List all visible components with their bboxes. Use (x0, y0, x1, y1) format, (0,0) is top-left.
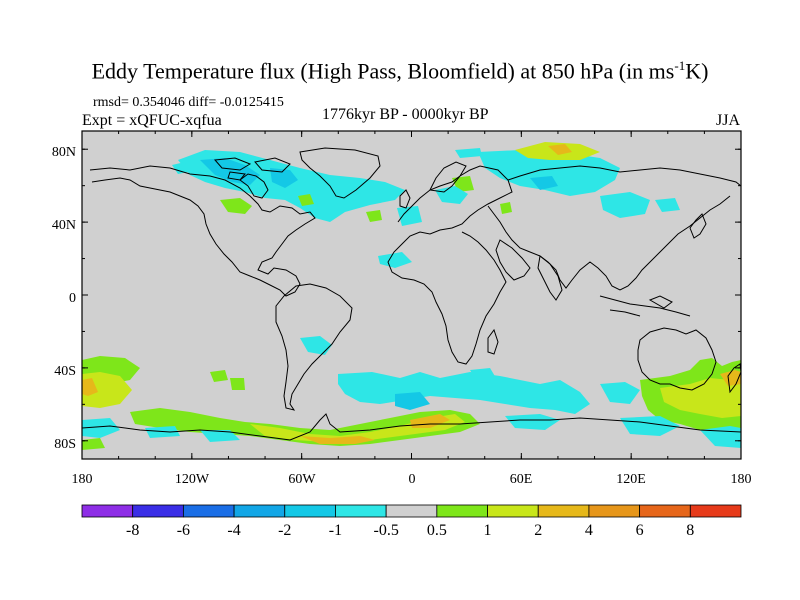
anomaly-patch (620, 416, 680, 436)
colorbar-label: 0.5 (427, 522, 447, 539)
colorbar-swatch (182, 504, 235, 518)
colorbar-label: -8 (126, 522, 139, 539)
anomaly-patch (210, 370, 228, 382)
anomaly-patch (505, 414, 560, 430)
coastline-asia (487, 165, 741, 291)
coastline-japan (689, 213, 707, 239)
period-label: 1776kyr BP - 0000kyr BP (322, 106, 489, 123)
coastline-scandinavia (429, 161, 467, 193)
coastline-south-america (275, 283, 353, 411)
colorbar-swatch (588, 504, 641, 518)
colorbar-swatch (689, 504, 742, 518)
coastline-india (537, 255, 563, 301)
colorbar-swatch (487, 504, 539, 518)
anomaly-patch (300, 436, 375, 444)
anomaly-patch (230, 378, 245, 390)
colorbar-swatch (132, 504, 184, 518)
colorbar-label: -1 (329, 522, 342, 539)
y-tick-label: 40S (54, 364, 76, 379)
anomaly-patch (220, 198, 252, 214)
anomaly-field (82, 142, 741, 450)
colorbar-label: 8 (686, 522, 694, 539)
anomaly-patch (200, 430, 240, 442)
anomaly-patch (720, 370, 741, 386)
coastline-antarctica (82, 413, 741, 441)
colorbar-swatch (81, 504, 134, 518)
colorbar-swatch (436, 504, 488, 518)
anomaly-patch (548, 144, 572, 155)
y-tick-label: 80N (52, 145, 76, 160)
x-tick-label: 60E (510, 472, 533, 487)
coastline-arctic-islands (213, 157, 291, 181)
x-tick-label: 60W (288, 472, 316, 487)
anomaly-patch (338, 372, 590, 414)
colorbar-label: -2 (278, 522, 291, 539)
colorbar-label: -0.5 (373, 522, 398, 539)
anomaly-patch (395, 392, 430, 410)
season-label: JJA (716, 112, 741, 129)
tick-marks (81, 131, 742, 459)
anomaly-patch (600, 192, 650, 218)
anomaly-patch (455, 148, 482, 158)
colorbar-swatch (233, 504, 286, 518)
x-tick-label: 120E (616, 472, 646, 487)
anomaly-patch (397, 206, 422, 226)
colorbar-swatch (385, 504, 438, 518)
anomaly-patch (600, 382, 640, 404)
chart-title: Eddy Temperature flux (High Pass, Bloomf… (91, 58, 709, 84)
coastline-new-zealand (727, 363, 741, 394)
x-tick-label: 180 (72, 472, 93, 487)
coastline-arabia (495, 239, 531, 281)
colorbar-swatch (639, 504, 691, 518)
colorbar-label: 6 (636, 522, 644, 539)
anomaly-patch (270, 168, 298, 188)
map-background (82, 131, 741, 459)
coastlines (82, 147, 741, 441)
anomaly-patch (470, 368, 496, 380)
anomaly-patch (172, 162, 188, 174)
coastline-greenland (299, 147, 381, 199)
colorbar-label: -6 (177, 522, 190, 539)
y-axis-labels: 80N 40N 0 40S 80S (52, 145, 76, 452)
anomaly-patch (655, 198, 680, 212)
anomaly-patch (82, 372, 132, 408)
colorbar-swatch (537, 504, 590, 518)
rmsd-diff-stats: rmsd= 0.354046 diff= -0.0125415 (93, 95, 284, 110)
anomaly-patch (500, 202, 512, 214)
colorbar-label: 1 (484, 522, 492, 539)
coastline-uk (399, 189, 411, 209)
colorbar-swatch (284, 504, 336, 518)
experiment-label: Expt = xQFUC-xqfua (82, 112, 222, 129)
anomaly-patch (300, 336, 332, 355)
anomaly-patch (82, 378, 98, 396)
coastline-madagascar (487, 328, 499, 355)
anomaly-patch (298, 194, 314, 206)
x-tick-label: 120W (175, 472, 210, 487)
y-tick-label: 80S (54, 437, 76, 452)
x-axis-labels: 180 120W 60W 0 60E 120E 180 (72, 472, 752, 487)
colorbar-swatch (335, 504, 387, 518)
coastline-north-america (89, 165, 316, 297)
anomaly-patch (530, 176, 558, 190)
colorbar-label: -4 (227, 522, 240, 539)
colorbar-label: 4 (585, 522, 593, 539)
anomaly-patch (478, 150, 620, 196)
y-tick-label: 0 (69, 291, 76, 306)
x-tick-label: 0 (409, 472, 416, 487)
anomaly-patch (82, 418, 120, 438)
coastline-hudson-bay (239, 173, 269, 199)
coastline-indonesia (599, 295, 691, 317)
anomaly-patch (435, 186, 468, 204)
anomaly-patch (378, 252, 412, 268)
y-tick-label: 40N (52, 218, 76, 233)
anomaly-patch (366, 210, 382, 222)
colorbar-label: 2 (534, 522, 542, 539)
coastline-europe-africa (387, 165, 513, 365)
coastline-australia (637, 327, 717, 391)
x-tick-label: 180 (731, 472, 752, 487)
colorbar: -8 -6 -4 -2 -1 -0.5 0.5 1 2 4 6 8 (81, 504, 742, 539)
